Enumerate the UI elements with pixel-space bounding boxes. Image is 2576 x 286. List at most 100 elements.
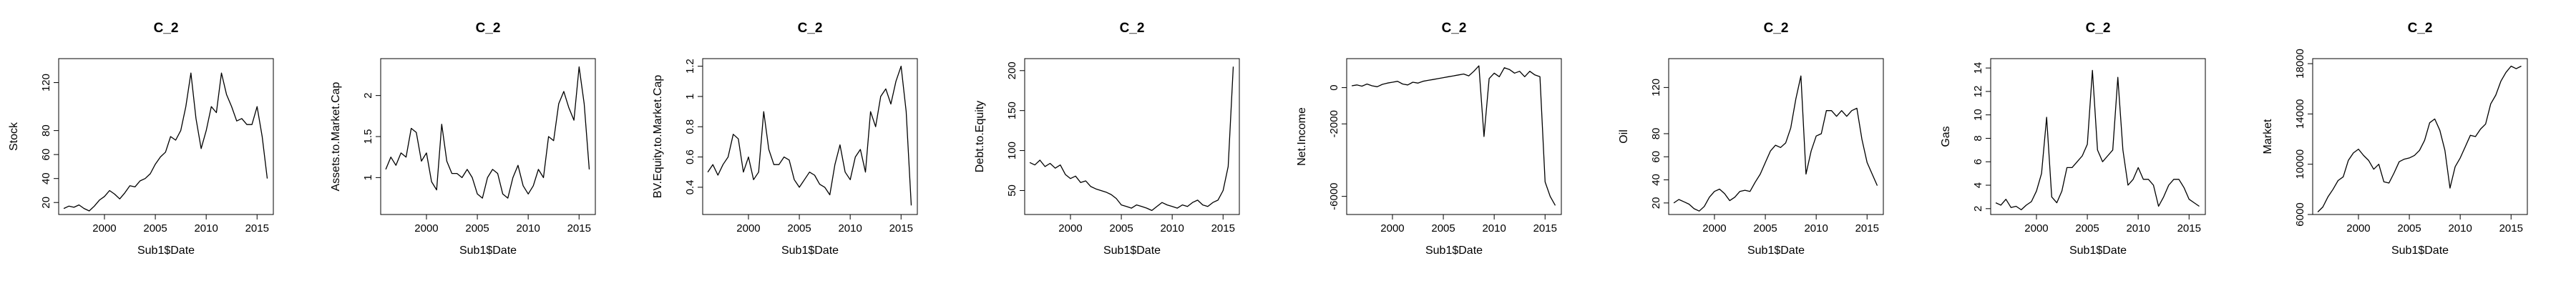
y-tick-label: 40	[1650, 174, 1662, 186]
x-tick-label: 2005	[787, 222, 811, 235]
chart-title: C_2	[2086, 21, 2111, 36]
y-axis-label: Assets.to.Market.Cap	[330, 82, 342, 191]
y-tick-label: 14	[1972, 62, 1984, 74]
x-tick-label: 2010	[516, 222, 540, 235]
x-tick-label: 2010	[2126, 222, 2150, 235]
x-tick-label: 2015	[889, 222, 913, 235]
x-axis-label: Sub1$Date	[459, 245, 517, 257]
y-tick-label: 150	[1006, 102, 1018, 119]
y-tick-label: 10000	[2294, 149, 2306, 179]
y-tick-label: 1.5	[362, 129, 374, 144]
x-tick-label: 2005	[2397, 222, 2421, 235]
x-tick-label: 2005	[1431, 222, 1455, 235]
x-tick-label: 2015	[1211, 222, 1235, 235]
x-tick-label: 2010	[1804, 222, 1828, 235]
x-tick-label: 2005	[143, 222, 167, 235]
plot-frame	[1024, 58, 1240, 215]
plot-frame	[1668, 58, 1884, 215]
series-line	[1351, 65, 1556, 206]
series-line	[1029, 66, 1234, 212]
chart-title: C_2	[154, 21, 179, 36]
x-tick-label: 2000	[92, 222, 116, 235]
y-tick-label: 1	[684, 94, 696, 99]
x-axis-label: Sub1$Date	[1103, 245, 1161, 257]
chart-panel-8: C_2 2000 2005 2010 2015 6000 10000 14000 18000 Su…	[2262, 21, 2528, 257]
chart-panel-6: C_2 2000 2005 2010 2015 20 40 60 80 120 Sub1$Date O…	[1618, 21, 1884, 257]
series-line	[1673, 75, 1878, 212]
plot-frame	[58, 58, 274, 215]
y-tick-label: 1.2	[684, 59, 696, 74]
chart-title: C_2	[1764, 21, 1789, 36]
y-tick-label: 100	[1006, 142, 1018, 159]
y-tick-label: -6000	[1328, 182, 1340, 209]
y-tick-label: 60	[40, 149, 52, 161]
x-axis-label: Sub1$Date	[2391, 245, 2449, 257]
x-tick-label: 2010	[838, 222, 862, 235]
plot-frame	[2312, 58, 2528, 215]
series-line	[707, 65, 912, 206]
y-axis-label: BV.Equity.to.Market.Cap	[652, 75, 664, 199]
x-tick-label: 2005	[465, 222, 489, 235]
chart-panel-4: C_2 2000 2005 2010 2015 50 100 150 200 Sub1$Date D…	[974, 21, 1240, 257]
x-tick-label: 2010	[1482, 222, 1506, 235]
y-tick-label: 6000	[2294, 202, 2306, 226]
chart-title: C_2	[1120, 21, 1145, 36]
y-tick-label: 0.4	[684, 179, 696, 194]
chart-panel-1: C_2 2000 2005 2010 2015 20 40 60 80 120 Sub1$Date S…	[8, 21, 274, 257]
y-tick-label: 14000	[2294, 99, 2306, 129]
x-tick-label: 2000	[2024, 222, 2048, 235]
y-tick-label: 60	[1650, 151, 1662, 163]
y-tick-label: 120	[40, 74, 52, 92]
plot-frame	[702, 58, 918, 215]
x-tick-label: 2000	[1380, 222, 1404, 235]
x-tick-label: 2015	[245, 222, 269, 235]
plot-frame	[1990, 58, 2206, 215]
series-line	[385, 66, 590, 199]
x-axis-label: Sub1$Date	[137, 245, 195, 257]
x-tick-label: 2015	[1533, 222, 1557, 235]
y-tick-label: 0	[1328, 84, 1340, 90]
y-axis-label: Market	[2262, 119, 2274, 154]
series-line	[1995, 69, 2200, 211]
chart-title: C_2	[1442, 21, 1467, 36]
chart-panel-7: C_2 2000 2005 2010 2015 2 4 6 8 10 12 14 Sub1$Date Ga…	[1940, 21, 2206, 257]
y-tick-label: 120	[1650, 79, 1662, 97]
y-axis-label: Stock	[8, 122, 20, 151]
series-line	[63, 72, 268, 212]
y-tick-label: 1	[362, 174, 374, 180]
y-tick-label: 2	[1972, 206, 1984, 212]
y-tick-label: 20	[40, 197, 52, 209]
x-tick-label: 2000	[414, 222, 438, 235]
x-axis-label: Sub1$Date	[1747, 245, 1805, 257]
chart-title: C_2	[2408, 21, 2433, 36]
y-tick-label: 40	[40, 172, 52, 184]
plot-frame	[380, 58, 596, 215]
x-tick-label: 2000	[2346, 222, 2370, 235]
y-axis-label: Gas	[1940, 126, 1952, 147]
y-tick-label: 0.6	[684, 149, 696, 164]
y-tick-label: 18000	[2294, 49, 2306, 79]
chart-panel-3: C_2 2000 2005 2010 2015 0.4 0.6 0.8 1 1.2 Sub1$Dat…	[652, 21, 918, 257]
y-tick-label: -2000	[1328, 110, 1340, 137]
y-tick-label: 12	[1972, 86, 1984, 98]
x-tick-label: 2015	[567, 222, 591, 235]
x-tick-label: 2000	[1058, 222, 1082, 235]
x-tick-label: 2005	[1753, 222, 1777, 235]
x-tick-label: 2015	[2499, 222, 2523, 235]
y-tick-label: 2	[362, 92, 374, 98]
y-tick-label: 80	[40, 124, 52, 137]
x-tick-label: 2015	[2177, 222, 2201, 235]
y-tick-label: 10	[1972, 109, 1984, 121]
x-tick-label: 2005	[2075, 222, 2099, 235]
series-line	[2317, 65, 2522, 212]
x-axis-label: Sub1$Date	[1425, 245, 1483, 257]
x-axis-label: Sub1$Date	[781, 245, 839, 257]
x-axis-label: Sub1$Date	[2069, 245, 2127, 257]
x-tick-label: 2000	[1702, 222, 1726, 235]
x-tick-label: 2000	[736, 222, 760, 235]
chart-panel-5: C_2 2000 2005 2010 2015 0 -2000 -6000 Sub1$Date N…	[1296, 21, 1562, 257]
y-tick-label: 80	[1650, 128, 1662, 140]
y-tick-label: 200	[1006, 61, 1018, 79]
y-axis-label: Oil	[1618, 129, 1630, 144]
